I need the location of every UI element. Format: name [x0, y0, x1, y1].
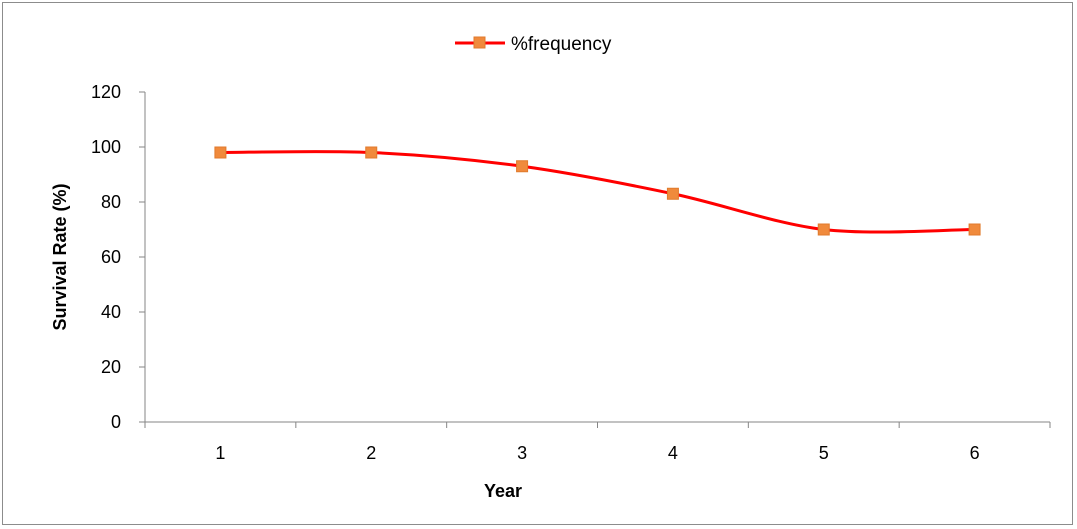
y-tick-label: 80: [101, 192, 121, 212]
x-tick-label: 2: [366, 443, 376, 463]
data-point-marker: [818, 224, 829, 235]
y-axis: 0 20 40 60 80 100 120: [91, 82, 145, 432]
x-tick-label: 5: [819, 443, 829, 463]
y-tick-label: 100: [91, 137, 121, 157]
x-tick-label: 1: [215, 443, 225, 463]
y-tick-label: 120: [91, 82, 121, 102]
x-axis-title: Year: [484, 481, 522, 501]
legend-marker-swatch: [474, 37, 485, 48]
y-axis-title: Survival Rate (%): [50, 183, 70, 330]
series-group: [215, 147, 980, 235]
y-tick-label: 60: [101, 247, 121, 267]
data-point-marker: [366, 147, 377, 158]
x-tick-label: 4: [668, 443, 678, 463]
x-axis: 1 2 3 4 5 6: [145, 422, 1050, 463]
x-tick-label: 3: [517, 443, 527, 463]
legend-label: %frequency: [511, 34, 612, 55]
y-tick-label: 0: [111, 412, 121, 432]
y-tick-label: 20: [101, 357, 121, 377]
x-tick-label: 6: [970, 443, 980, 463]
series-line: [220, 152, 974, 233]
y-tick-label: 40: [101, 302, 121, 322]
data-point-marker: [969, 224, 980, 235]
data-point-marker: [667, 188, 678, 199]
data-point-marker: [517, 161, 528, 172]
data-point-marker: [215, 147, 226, 158]
legend: %frequency: [455, 34, 612, 55]
